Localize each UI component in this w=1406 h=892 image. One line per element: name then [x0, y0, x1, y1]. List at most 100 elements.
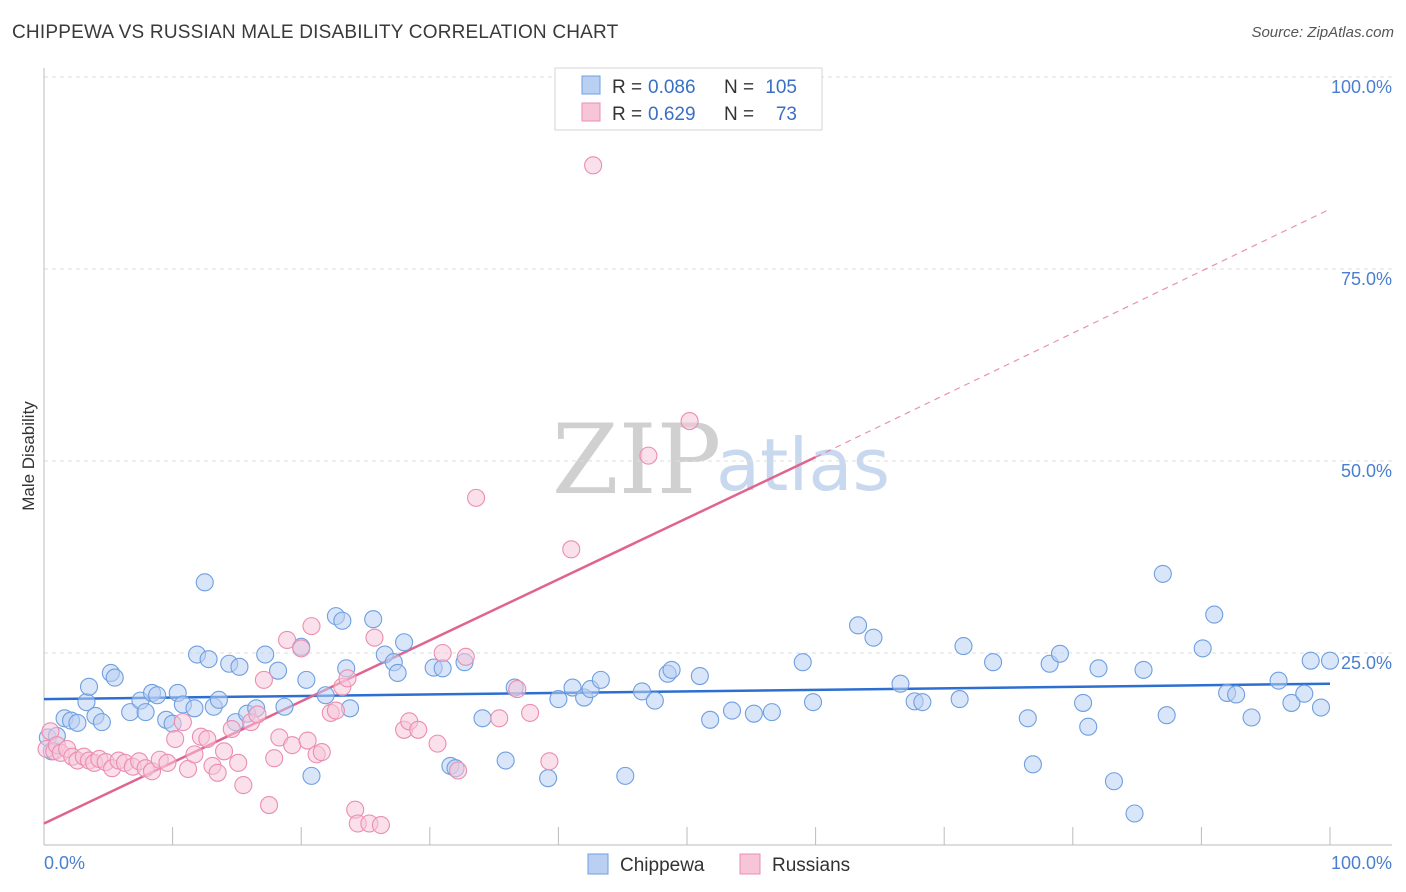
stats-legend: R = 0.086 N = 105 R = 0.629 N = 73: [554, 67, 823, 131]
russians-point: [449, 761, 468, 780]
chippewa-r-label: R =: [612, 77, 642, 98]
russians-point: [158, 753, 177, 772]
russians-point: [540, 752, 559, 771]
chippewa-point: [662, 660, 681, 679]
chippewa-point: [1227, 685, 1246, 704]
russians-point: [302, 617, 321, 636]
chippewa-point: [1193, 639, 1212, 658]
chippewa-point: [1311, 698, 1331, 717]
russians-point: [428, 734, 447, 753]
chippewa-point: [1089, 659, 1108, 678]
russians-point: [521, 703, 540, 722]
russians-point: [208, 763, 227, 782]
chippewa-legend-swatch: [581, 75, 601, 95]
chippewa-point: [1320, 651, 1340, 670]
chippewa-trend-line: [43, 682, 1331, 701]
axes: [43, 68, 1392, 846]
chippewa-point: [388, 663, 407, 683]
russians-series-swatch: [739, 853, 761, 875]
chippewa-point: [1074, 693, 1093, 712]
chippewa-point: [1050, 644, 1069, 663]
chippewa-point: [616, 766, 635, 785]
russians-point: [490, 709, 509, 728]
russians-point: [254, 670, 273, 689]
chippewa-point: [803, 693, 823, 712]
chippewa-n-value: 105: [765, 77, 797, 98]
chippewa-point: [722, 701, 742, 720]
russians-series-label: Russians: [772, 855, 850, 876]
chippewa-series-label: Chippewa: [620, 855, 705, 876]
russians-point: [283, 736, 302, 755]
russians-point: [338, 669, 357, 688]
x-tick-label-max: 100.0%: [1331, 853, 1392, 873]
chippewa-point: [950, 690, 969, 709]
russians-point: [312, 743, 331, 762]
chippewa-point: [701, 710, 720, 729]
chippewa-point: [1157, 706, 1176, 725]
chippewa-point: [632, 682, 652, 701]
chippewa-point: [333, 611, 352, 630]
data-points: [37, 67, 1340, 835]
chippewa-point: [1134, 660, 1153, 679]
chippewa-point: [395, 633, 414, 652]
chippewa-point: [105, 668, 124, 687]
chippewa-point: [645, 691, 664, 710]
watermark-atlas: atlas: [716, 423, 890, 507]
chippewa-point: [1125, 804, 1144, 823]
russians-point: [456, 647, 475, 666]
chippewa-point: [1242, 708, 1261, 727]
x-tick-label-min: 0.0%: [44, 853, 85, 873]
russians-point: [259, 796, 279, 815]
y-tick-label-50: 50.0%: [1341, 461, 1392, 481]
chippewa-point: [1018, 709, 1037, 728]
chippewa-point: [68, 713, 87, 732]
y-tick-label-25: 25.0%: [1341, 653, 1392, 673]
chippewa-point: [762, 703, 781, 722]
russians-r-value: 0.629: [648, 104, 696, 125]
chippewa-point: [496, 751, 515, 770]
chippewa-point: [364, 610, 383, 629]
russians-point: [326, 701, 345, 720]
russians-point: [298, 731, 317, 750]
russians-points: [37, 67, 706, 835]
chippewa-point: [1295, 684, 1314, 703]
russians-point: [214, 742, 234, 761]
chippewa-point: [209, 690, 228, 709]
chippewa-point: [269, 661, 288, 680]
chippewa-point: [79, 677, 99, 696]
chippewa-point: [1079, 717, 1098, 736]
chippewa-point: [954, 637, 973, 656]
y-axis-label: Male Disability: [19, 401, 38, 511]
russians-point: [185, 745, 204, 764]
chippewa-point: [1205, 605, 1224, 624]
chippewa-point: [230, 657, 249, 676]
chippewa-point: [563, 678, 582, 697]
russians-point: [639, 446, 658, 465]
russians-point: [292, 639, 311, 658]
chippewa-point: [984, 653, 1003, 672]
russians-n-label: N =: [724, 104, 754, 125]
chippewa-point: [473, 709, 492, 728]
chippewa-point: [148, 686, 167, 705]
chippewa-point: [195, 573, 214, 592]
chippewa-point: [302, 766, 321, 785]
chippewa-point: [1301, 651, 1320, 670]
russians-point: [198, 729, 217, 749]
y-tick-label-100: 100.0%: [1331, 77, 1392, 97]
chippewa-point: [316, 686, 335, 705]
russians-point: [371, 815, 390, 835]
russians-point: [467, 488, 486, 507]
chippewa-point: [1023, 755, 1042, 774]
chippewa-point: [1104, 772, 1124, 791]
chippewa-r-value: 0.086: [648, 77, 696, 98]
chippewa-point: [793, 653, 812, 672]
russians-point: [278, 630, 297, 649]
chippewa-point: [539, 769, 558, 788]
russians-point: [680, 412, 699, 431]
russians-point: [166, 729, 185, 749]
chippewa-point: [199, 650, 218, 669]
russians-point: [234, 776, 253, 795]
chippewa-series-swatch: [587, 853, 609, 875]
russians-r-label: R =: [612, 104, 642, 125]
tick-labels: 25.0% 50.0% 75.0% 100.0% 0.0% 100.0%: [44, 77, 1392, 873]
